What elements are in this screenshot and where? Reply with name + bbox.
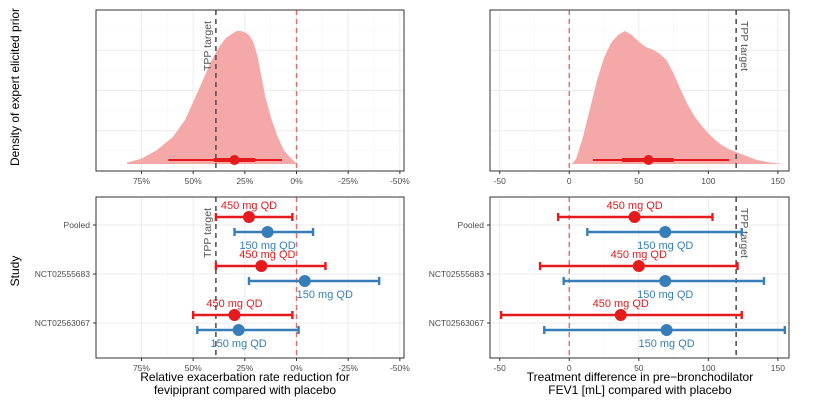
x-axis-title-right-line2: FEV1 [mL] compared with placebo (548, 383, 732, 397)
series-label: 450 mg QD (611, 249, 667, 261)
x-tick-label: 0% (290, 176, 303, 186)
x-tick-label: 50% (185, 176, 202, 186)
x-tick-label: -50 (494, 363, 507, 373)
estimate-point (298, 275, 311, 287)
series-label: 450 mg QD (593, 298, 649, 310)
estimate-point (614, 309, 627, 321)
x-tick-label: 25% (236, 363, 253, 373)
prior-median-point (643, 155, 654, 165)
tpp-target-label: TPP target (202, 21, 214, 71)
study-label: Pooled (458, 220, 485, 230)
x-tick-label: 150 (771, 176, 785, 186)
series-label: 150 mg QD (211, 338, 267, 350)
study-label: NCT02563067 (35, 318, 91, 328)
x-tick-label: -50% (390, 176, 410, 186)
estimate-point (660, 324, 673, 336)
tpp-target-label: TPP target (738, 21, 750, 71)
x-tick-label: 75% (133, 176, 150, 186)
x-tick-label: -50% (390, 363, 410, 373)
series-label: 450 mg QD (206, 298, 262, 310)
estimate-point (255, 260, 268, 272)
panel-border (489, 196, 790, 359)
prior-density-area (572, 31, 783, 164)
x-tick-label: 50% (185, 363, 202, 373)
panel-border (95, 9, 405, 172)
y-axis-title-bottom: Study (8, 256, 22, 287)
series-label: 450 mg QD (239, 249, 295, 261)
prior-median-point (229, 155, 240, 165)
x-tick-label: 50 (634, 176, 644, 186)
study-label: NCT02563067 (429, 318, 485, 328)
panel-border (489, 9, 790, 172)
x-tick-label: 0 (567, 363, 572, 373)
prior-density-area (127, 31, 297, 164)
x-tick-label: 150 (771, 363, 785, 373)
panel-border (95, 196, 405, 359)
tpp-target-label: TPP target (202, 208, 214, 258)
series-label: 450 mg QD (607, 200, 663, 212)
study-label: NCT02555683 (35, 269, 91, 279)
series-label: 150 mg QD (637, 289, 693, 301)
x-tick-label: 50 (634, 363, 644, 373)
series-label: 150 mg QD (297, 289, 353, 301)
x-tick-label: 0% (290, 363, 303, 373)
x-tick-label: 0 (567, 176, 572, 186)
estimate-point (632, 260, 645, 272)
estimate-point (659, 275, 672, 287)
x-axis-title-left-line2: fevipiprant compared with placebo (154, 383, 336, 397)
series-label: 450 mg QD (221, 200, 277, 212)
x-tick-label: 75% (133, 363, 150, 373)
estimate-point (659, 226, 672, 238)
estimate-point (228, 309, 241, 321)
estimate-point (628, 211, 641, 223)
x-tick-label: -25% (338, 176, 358, 186)
estimate-point (242, 211, 255, 223)
series-label: 150 mg QD (239, 240, 295, 252)
series-label: 150 mg QD (637, 240, 693, 252)
study-label: Pooled (64, 220, 91, 230)
study-label: NCT02555683 (429, 269, 485, 279)
x-tick-label: 100 (701, 363, 715, 373)
series-label: 150 mg QD (638, 338, 694, 350)
x-axis-title-right-line1: Treatment difference in pre−bronchodilat… (527, 370, 753, 384)
panel-rate-prior: TPP target 75% 50% 25% 0% -25% -50% (95, 9, 410, 186)
x-axis-title-left-line1: Relative exacerbation rate reduction for (140, 370, 349, 384)
x-tick-label: 100 (701, 176, 715, 186)
x-tick-label: 25% (236, 176, 253, 186)
estimate-point (261, 226, 274, 238)
panel-fev1-prior: TPP target -50 0 50 100 150 (489, 9, 790, 186)
x-tick-label: -50 (494, 176, 507, 186)
y-axis-title-top: Density of expert elicited prior (8, 8, 22, 166)
tpp-target-label: TPP target (738, 208, 750, 258)
estimate-point (232, 324, 245, 336)
x-tick-label: -25% (338, 363, 358, 373)
